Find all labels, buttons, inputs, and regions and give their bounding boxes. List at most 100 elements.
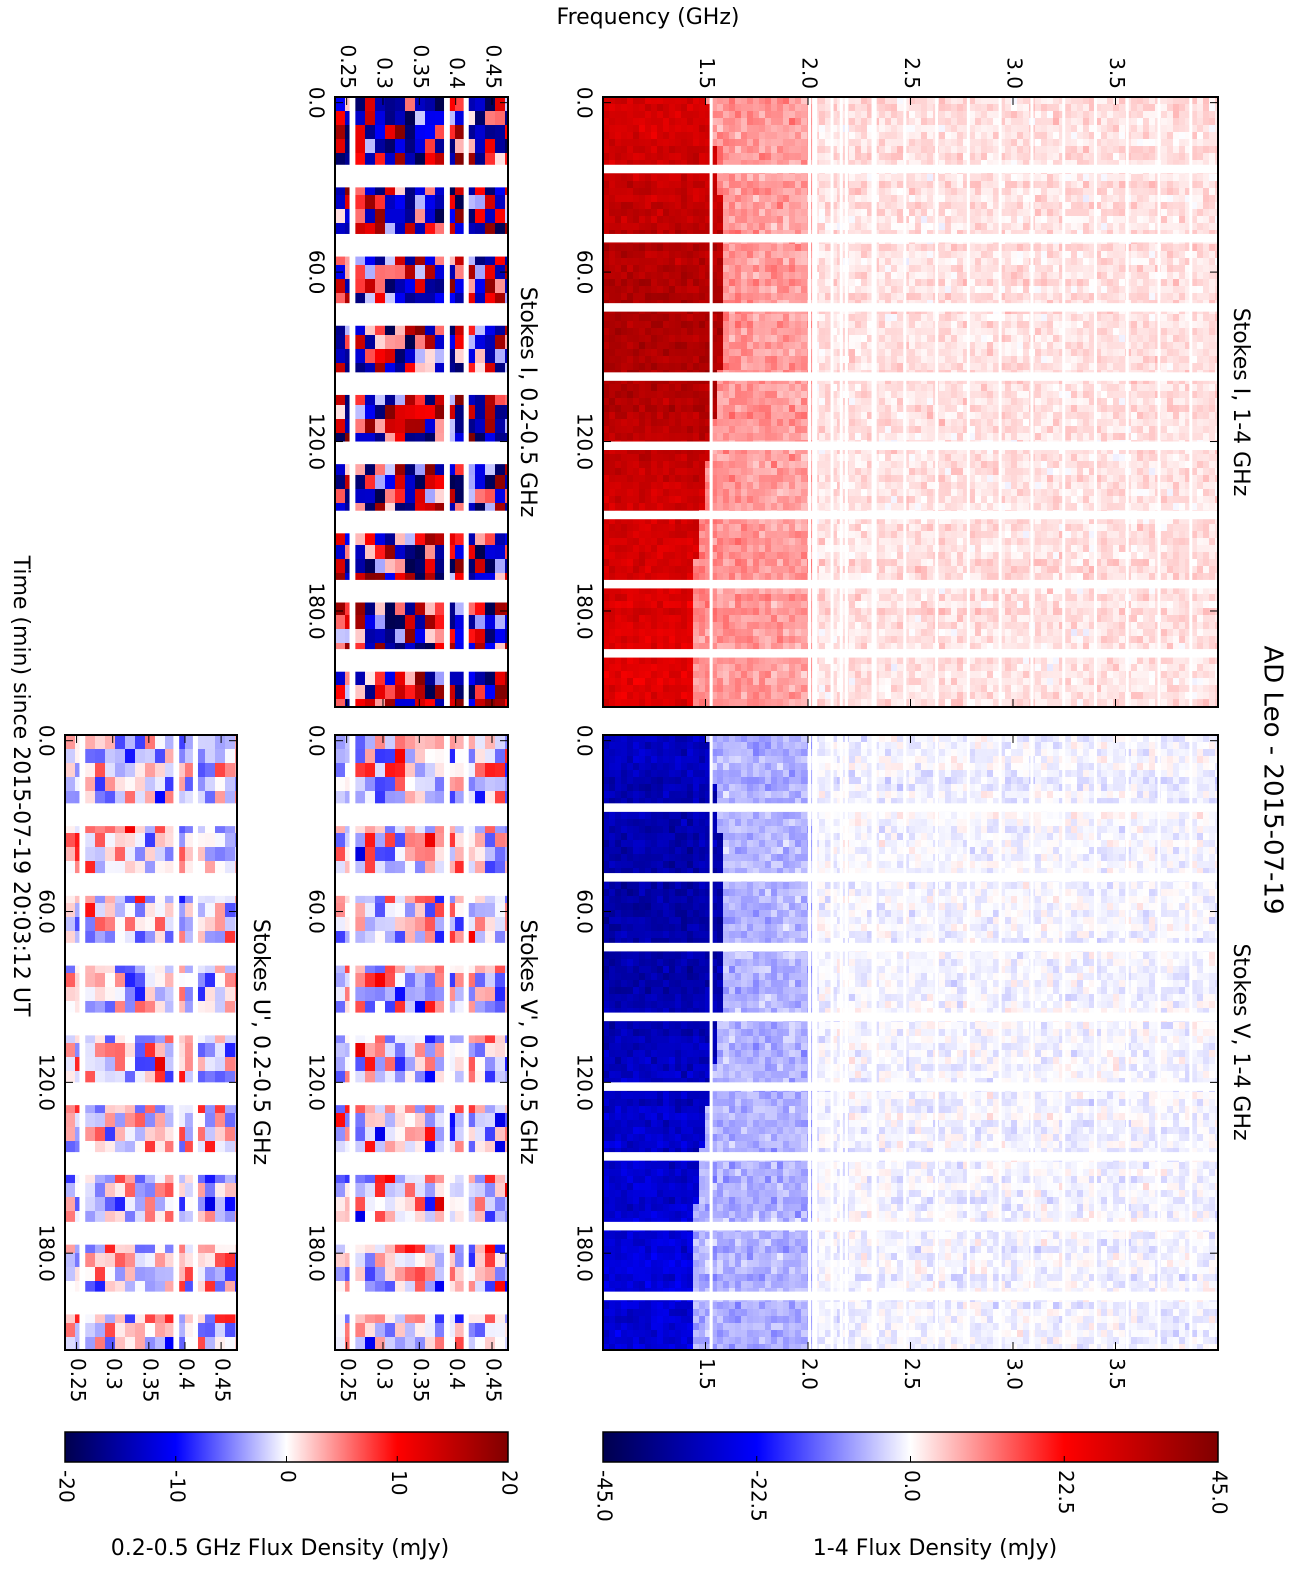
heatmap-cell xyxy=(1137,258,1143,265)
heatmap-cell xyxy=(711,132,717,139)
heatmap-cell xyxy=(789,188,795,195)
heatmap-cell xyxy=(627,335,633,342)
heatmap-cell xyxy=(705,356,711,363)
heatmap-cell xyxy=(963,139,969,146)
heatmap-cell xyxy=(921,272,927,279)
heatmap-cell xyxy=(735,328,741,335)
heatmap-cell xyxy=(1089,342,1095,349)
heatmap-cell xyxy=(885,335,891,342)
heatmap-cell xyxy=(1143,279,1149,286)
heatmap-cell xyxy=(1209,412,1215,419)
heatmap-cell xyxy=(1065,251,1071,258)
heatmap-cell xyxy=(1149,132,1155,139)
heatmap-cell xyxy=(771,195,777,202)
heatmap-cell xyxy=(801,335,807,342)
heatmap-cell xyxy=(867,244,873,251)
heatmap-cell xyxy=(729,181,735,188)
heatmap-cell xyxy=(831,405,837,412)
heatmap-cell xyxy=(855,321,861,328)
heatmap-cell xyxy=(891,363,897,370)
heatmap-cell xyxy=(831,132,837,139)
heatmap-cell xyxy=(711,363,717,370)
heatmap-cell xyxy=(945,188,951,195)
heatmap-cell xyxy=(711,181,717,188)
heatmap-cell xyxy=(747,181,753,188)
heatmap-cell xyxy=(993,160,999,167)
heatmap-cell xyxy=(993,405,999,412)
heatmap-cell xyxy=(921,139,927,146)
heatmap-cell xyxy=(609,181,615,188)
heatmap-cell xyxy=(705,258,711,265)
heatmap-cell xyxy=(855,146,861,153)
heatmap-cell xyxy=(819,223,825,230)
heatmap-cell xyxy=(729,216,735,223)
heatmap-cell xyxy=(603,293,609,300)
heatmap-cell xyxy=(1131,125,1137,132)
heatmap-cell xyxy=(831,356,837,363)
heatmap-cell xyxy=(747,342,753,349)
heatmap-cell xyxy=(1197,398,1203,405)
heatmap-cell xyxy=(1215,202,1218,209)
heatmap-cell xyxy=(957,426,963,433)
heatmap-cell xyxy=(1095,188,1101,195)
heatmap-cell xyxy=(831,251,837,258)
heatmap-cell xyxy=(1143,258,1149,265)
heatmap-cell xyxy=(1059,314,1065,321)
heatmap-cell xyxy=(801,314,807,321)
heatmap-cell xyxy=(717,398,723,405)
heatmap-cell xyxy=(1149,188,1155,195)
heatmap-cell xyxy=(1215,419,1218,426)
heatmap-cell xyxy=(987,104,993,111)
heatmap-cell xyxy=(819,272,825,279)
heatmap-cell xyxy=(645,160,651,167)
heatmap-cell xyxy=(735,272,741,279)
heatmap-cell xyxy=(1203,272,1209,279)
heatmap-cell xyxy=(993,153,999,160)
heatmap-cell xyxy=(993,286,999,293)
heatmap-cell xyxy=(801,293,807,300)
heatmap-cell xyxy=(855,405,861,412)
heatmap-cell xyxy=(945,293,951,300)
heatmap-cell xyxy=(825,139,831,146)
heatmap-cell xyxy=(651,356,657,363)
heatmap-cell xyxy=(627,342,633,349)
heatmap-cell xyxy=(783,321,789,328)
heatmap-cell xyxy=(645,321,651,328)
heatmap-cell xyxy=(651,104,657,111)
heatmap-cell xyxy=(891,104,897,111)
heatmap-cell xyxy=(1059,349,1065,356)
heatmap-cell xyxy=(861,419,867,426)
heatmap-cell xyxy=(693,363,699,370)
heatmap-cell xyxy=(681,363,687,370)
heatmap-cell xyxy=(723,405,729,412)
heatmap-cell xyxy=(879,342,885,349)
heatmap-cell xyxy=(675,153,681,160)
heatmap-cell xyxy=(1107,153,1113,160)
heatmap-cell xyxy=(849,433,855,440)
heatmap-cell xyxy=(1077,335,1083,342)
heatmap-cell xyxy=(831,111,837,118)
heatmap-cell xyxy=(645,279,651,286)
heatmap-cell xyxy=(729,293,735,300)
heatmap-cell xyxy=(987,146,993,153)
heatmap-cell xyxy=(1131,349,1137,356)
heatmap-cell xyxy=(789,405,795,412)
heatmap-cell xyxy=(1005,405,1011,412)
heatmap-cell xyxy=(1017,384,1023,391)
heatmap-cell xyxy=(699,279,705,286)
heatmap-cell xyxy=(819,209,825,216)
heatmap-cell xyxy=(1047,251,1053,258)
heatmap-cell xyxy=(753,342,759,349)
heatmap-cell xyxy=(765,223,771,230)
heatmap-cell xyxy=(1095,223,1101,230)
heatmap-cell xyxy=(927,209,933,216)
heatmap-cell xyxy=(717,118,723,125)
heatmap-cell xyxy=(939,139,945,146)
heatmap-cell xyxy=(945,272,951,279)
heatmap-cell xyxy=(1179,125,1185,132)
heatmap-cell xyxy=(759,139,765,146)
heatmap-cell xyxy=(957,265,963,272)
heatmap-cell xyxy=(1077,258,1083,265)
heatmap-cell xyxy=(1203,279,1209,286)
heatmap-cell xyxy=(951,391,957,398)
